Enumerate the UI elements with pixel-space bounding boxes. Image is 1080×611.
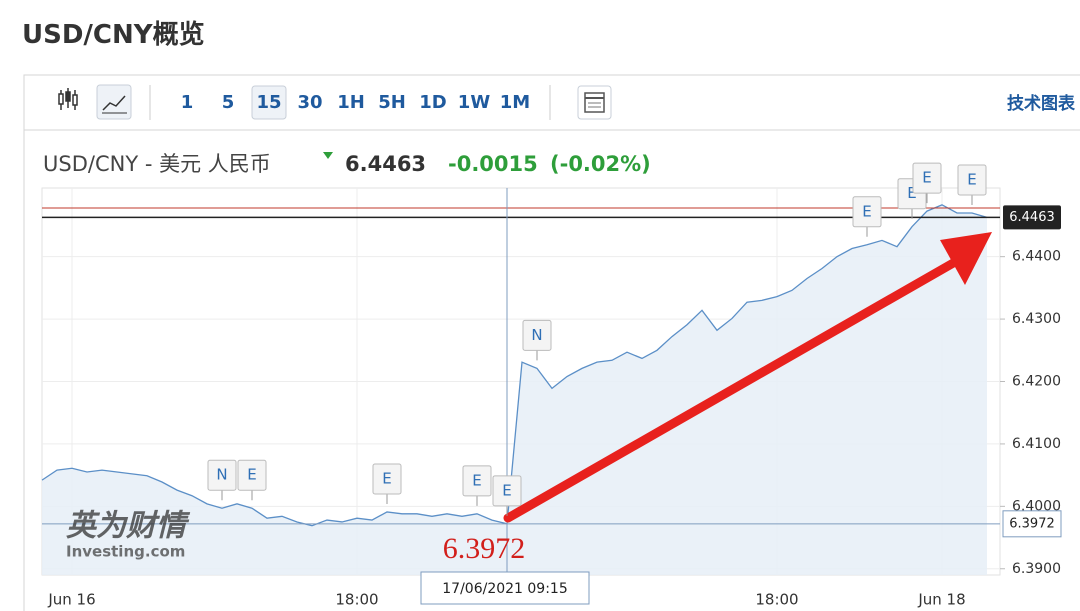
candle-icon[interactable] <box>58 88 78 110</box>
event-flag-label: N <box>531 326 542 344</box>
crosshair-value-annotation: 6.3972 <box>443 532 526 565</box>
interval-button[interactable]: 1 <box>181 92 194 113</box>
x-tick-label: Jun 18 <box>917 591 965 609</box>
y-tick-label: 6.4200 <box>1012 374 1061 390</box>
line-icon[interactable] <box>96 84 132 120</box>
event-flag[interactable] <box>207 459 237 491</box>
interval-button[interactable]: 15 <box>256 92 281 113</box>
event-flag[interactable] <box>957 164 987 196</box>
last-price-tag <box>1003 205 1061 230</box>
crosshair-value-tag-text: 6.3972 <box>1009 516 1055 531</box>
y-tick-label: 6.4300 <box>1012 311 1061 327</box>
event-flag-label: E <box>967 170 976 188</box>
watermark: 英为财情 Investing.com <box>66 509 191 561</box>
event-flag[interactable] <box>237 459 267 491</box>
watermark-en: Investing.com <box>66 543 185 561</box>
event-flag[interactable] <box>852 196 882 228</box>
active-interval-box <box>251 85 287 120</box>
y-tick-label: 6.3900 <box>1012 561 1061 577</box>
y-tick-label: 6.4400 <box>1012 249 1061 265</box>
event-flag-label: E <box>907 184 916 202</box>
widget-frame <box>23 74 1080 611</box>
event-flag-label: E <box>862 202 871 220</box>
event-flag[interactable] <box>912 162 942 194</box>
watermark-cn: 英为财情 <box>66 509 191 544</box>
event-flag-label: E <box>922 169 931 187</box>
technical-chart-link[interactable]: 技术图表 <box>1007 93 1076 114</box>
header-price: 6.4463 <box>345 152 426 176</box>
event-flag-label: E <box>247 466 256 484</box>
area <box>42 204 987 576</box>
x-tick-label: 18:00 <box>335 591 378 609</box>
price-line <box>41 204 988 527</box>
event-flag[interactable] <box>492 475 522 507</box>
interval-button[interactable]: 1W <box>458 92 491 113</box>
interval-button[interactable]: 5H <box>378 92 406 113</box>
event-flag[interactable] <box>462 465 492 497</box>
trend-arrow <box>503 232 992 523</box>
x-tick-label: Jun 16 <box>47 591 95 609</box>
interval-button[interactable]: 1H <box>337 92 365 113</box>
interval-button[interactable]: 1M <box>500 92 530 113</box>
crosshair-value-tag <box>1002 510 1062 538</box>
last-price-tag-text: 6.4463 <box>1009 210 1055 225</box>
event-flag[interactable] <box>372 463 402 495</box>
event-flag[interactable] <box>522 319 552 351</box>
event-flag-label: E <box>382 469 391 487</box>
event-flag-label: E <box>472 471 481 489</box>
chart-header-title: USD/CNY - 美元 人民币 <box>43 152 271 176</box>
interval-button[interactable]: 5 <box>222 92 235 113</box>
down-arrow <box>323 152 333 159</box>
calendar-icon[interactable] <box>577 85 612 120</box>
interval-button[interactable]: 1D <box>419 92 446 113</box>
header-change: -0.0015 <box>448 152 538 176</box>
crosshair-time-tag <box>420 571 590 605</box>
crosshair-time-label: 17/06/2021 09:15 <box>442 581 568 597</box>
page-title: USD/CNY概览 <box>22 20 205 50</box>
event-flag-label: E <box>502 481 511 499</box>
x-tick-label: 18:00 <box>755 591 798 609</box>
interval-button[interactable]: 30 <box>297 92 322 113</box>
y-tick-label: 6.4100 <box>1012 436 1061 452</box>
header-change-percent: (-0.02%) <box>550 152 651 176</box>
event-flag-label: N <box>216 466 227 484</box>
